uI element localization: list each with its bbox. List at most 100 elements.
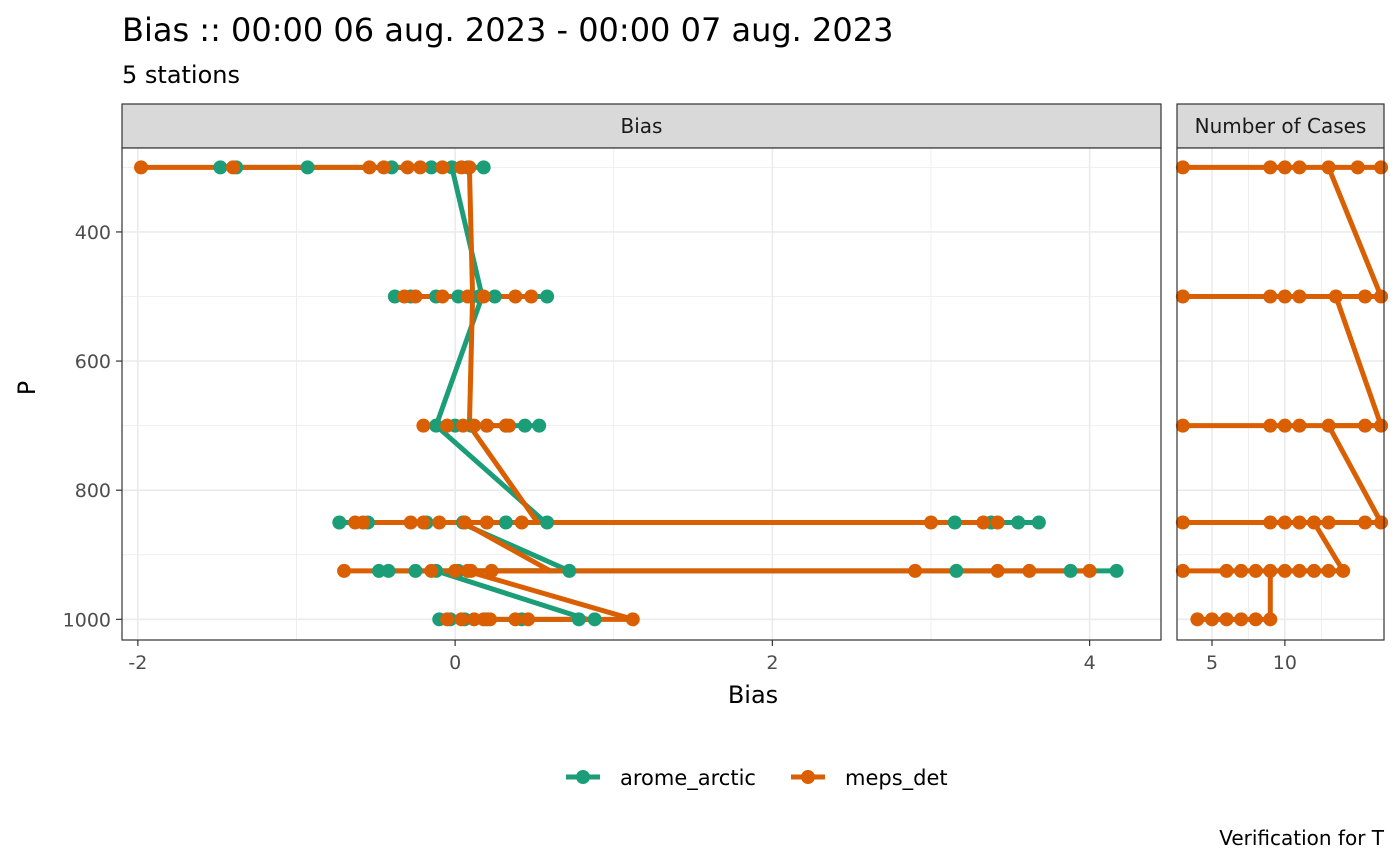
arome_arctic-point	[517, 418, 532, 433]
meps_det-point	[976, 515, 991, 530]
meps_det-point	[483, 612, 498, 627]
meps_det-point	[1219, 563, 1234, 578]
meps_det-point	[521, 612, 536, 627]
arome_arctic-point	[540, 515, 555, 530]
meps_det-point	[376, 160, 391, 175]
bias-points	[134, 160, 1124, 627]
arome_arctic-point	[1031, 515, 1046, 530]
arome_arctic-point	[947, 515, 962, 530]
meps_det-point	[1263, 160, 1278, 175]
meps_det-point	[1321, 160, 1336, 175]
meps_det-point	[400, 160, 415, 175]
meps_det-point	[1175, 160, 1190, 175]
meps_det-point	[1175, 563, 1190, 578]
meps_det-point	[413, 160, 428, 175]
meps_det-point	[476, 289, 491, 304]
arome_arctic-point	[476, 160, 491, 175]
meps_det-point	[1307, 515, 1322, 530]
meps_det-point	[1248, 563, 1263, 578]
bias-strip-label: Bias	[621, 114, 663, 138]
meps_det-point	[1292, 160, 1307, 175]
meps_det-point	[1263, 612, 1278, 627]
y-axis-title: P	[13, 381, 41, 395]
chart-caption: Verification for T	[1219, 826, 1385, 850]
legend: arome_arctic meps_det	[566, 766, 948, 791]
meps_det-point	[435, 289, 450, 304]
meps_det-point	[1307, 563, 1322, 578]
meps_det-point	[1292, 515, 1307, 530]
y-tick-label: 1000	[63, 609, 111, 631]
meps_det-point	[134, 160, 149, 175]
meps_det-point	[424, 563, 439, 578]
meps_det-point	[457, 515, 472, 530]
meps_det-point	[448, 563, 463, 578]
meps_det-point	[479, 418, 494, 433]
cases-x-tick-label: 5	[1206, 652, 1218, 674]
arome_arctic-point	[587, 612, 602, 627]
meps_det-point	[990, 515, 1005, 530]
arome_arctic-point	[540, 289, 555, 304]
meps_det-point	[408, 289, 423, 304]
meps_det-point	[1358, 289, 1373, 304]
x-tick-label: 0	[449, 652, 461, 674]
arome_arctic-point	[300, 160, 315, 175]
legend-label: arome_arctic	[620, 766, 756, 791]
meps_det-point	[1292, 289, 1307, 304]
meps_det-point	[454, 612, 469, 627]
bias-x-axis: -2 0 2 4	[128, 640, 1096, 674]
bias-strip	[121, 103, 1162, 149]
meps_det-point	[1292, 418, 1307, 433]
cases-strip-label: Number of Cases	[1195, 114, 1367, 138]
meps_det-point	[1219, 612, 1234, 627]
cases-points	[1175, 160, 1389, 627]
meps_det-point	[1175, 289, 1190, 304]
meps_det-point	[356, 515, 371, 530]
meps_det-point	[1328, 289, 1343, 304]
meps_det-point	[1277, 160, 1292, 175]
meps_det-point	[1175, 515, 1190, 530]
arome_arctic-point	[498, 515, 513, 530]
meps_det-point	[1358, 418, 1373, 433]
arome_arctic-point	[571, 612, 586, 627]
meps_det-point	[1277, 563, 1292, 578]
arome_arctic-point	[424, 160, 439, 175]
arome_arctic-point	[562, 563, 577, 578]
cases-x-axis: 5 10	[1206, 640, 1297, 674]
meps_det-point	[1022, 563, 1037, 578]
meps_det-point	[337, 563, 352, 578]
arome_arctic-point	[332, 515, 347, 530]
meps_det-point	[432, 515, 447, 530]
meps_det-point	[479, 515, 494, 530]
meps_det-point	[1277, 289, 1292, 304]
arome_arctic-point	[1011, 515, 1026, 530]
meps_det-point	[467, 418, 482, 433]
meps_det-point	[1263, 289, 1278, 304]
meps_det-point	[226, 160, 241, 175]
cases-panel-border	[1176, 147, 1385, 641]
meps_det-point	[1321, 418, 1336, 433]
arome_arctic-point	[532, 418, 547, 433]
meps_det-point	[1204, 612, 1219, 627]
meps_det-point	[1336, 563, 1351, 578]
bias-gridlines	[122, 148, 1161, 640]
meps_det-point	[1263, 515, 1278, 530]
meps_det-point	[1321, 563, 1336, 578]
meps_det-point	[484, 563, 499, 578]
x-tick-label: -2	[128, 652, 147, 674]
meps_det-point	[1277, 418, 1292, 433]
chart-title: Bias :: 00:00 06 aug. 2023 - 00:00 07 au…	[122, 11, 893, 49]
cases-panel: Number of Cases 5 10	[1175, 103, 1389, 674]
meps_det-point	[1234, 612, 1249, 627]
bias-panel-border	[121, 147, 1162, 641]
meps_det-point	[1082, 563, 1097, 578]
legend-key-point	[801, 770, 815, 784]
x-axis-title: Bias	[728, 681, 778, 709]
arome_arctic-point	[1063, 563, 1078, 578]
meps_det-point	[440, 418, 455, 433]
meps_det-point	[502, 418, 517, 433]
y-tick-label: 600	[75, 351, 111, 373]
meps_det-point	[1190, 612, 1205, 627]
arome_arctic-point	[429, 418, 444, 433]
chart-subtitle: 5 stations	[122, 61, 240, 89]
